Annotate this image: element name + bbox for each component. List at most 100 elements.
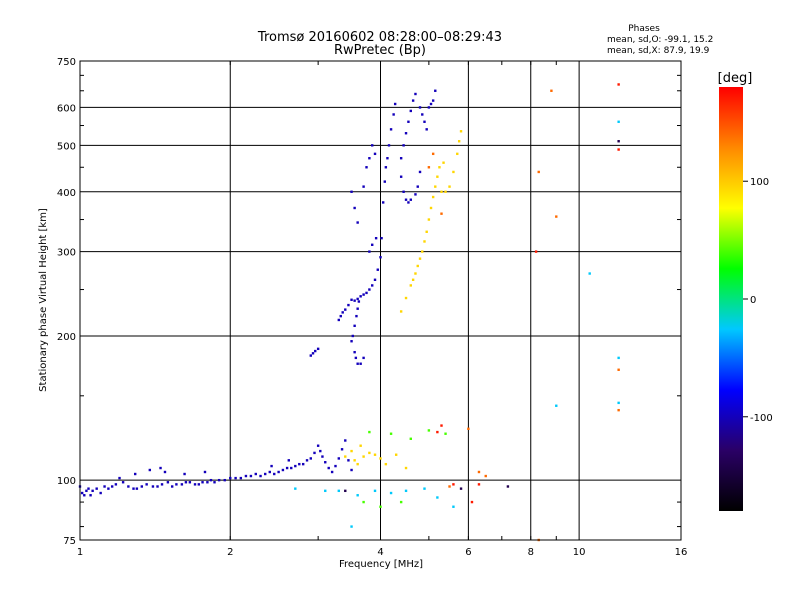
data-point (356, 221, 359, 224)
data-point (379, 457, 382, 460)
phase-stats-o-mode: mean, sd,O: -99.1, 15.2 (607, 35, 713, 45)
data-point (436, 430, 439, 434)
x-tick-label: 1 (77, 547, 83, 558)
data-point (95, 487, 98, 490)
data-point (163, 470, 167, 474)
data-point (431, 99, 435, 102)
colorbar-tick-label: 100 (750, 177, 769, 188)
data-point (148, 468, 152, 472)
data-point (399, 500, 403, 504)
data-point (380, 236, 383, 240)
data-series (436, 83, 620, 504)
data-point (477, 470, 481, 474)
data-point (436, 496, 439, 499)
chart-header: Tromsø 20160602 08:28:00–08:29:43 RwPret… (257, 30, 502, 58)
data-point (376, 268, 379, 271)
data-point (213, 481, 216, 484)
y-tick-label: 500 (57, 141, 76, 152)
data-point (452, 505, 455, 508)
x-tick-label: 2 (227, 547, 233, 558)
data-point (166, 481, 170, 484)
data-point (436, 175, 439, 178)
data-point (281, 468, 285, 472)
data-point (350, 525, 353, 528)
data-point (373, 453, 377, 456)
data-point (371, 284, 374, 287)
chart-subtitle: RwPretec (Bp) (334, 43, 426, 58)
data-point (459, 130, 463, 133)
data-point (617, 148, 620, 151)
data-point (393, 102, 397, 106)
data-point (386, 157, 389, 160)
data-point (206, 481, 209, 484)
colorbar-tick-label: 0 (750, 295, 756, 306)
data-point (414, 92, 417, 96)
data-point (273, 472, 276, 476)
data-point (448, 185, 451, 188)
data-point (357, 300, 361, 303)
data-point (365, 291, 368, 295)
data-point (452, 483, 455, 486)
data-point (350, 340, 353, 343)
data-point (379, 256, 382, 259)
data-point (448, 485, 451, 488)
data-point (344, 455, 347, 458)
y-tick-label: 200 (57, 332, 76, 343)
data-point (373, 152, 377, 156)
data-point (87, 487, 90, 490)
data-point (431, 152, 435, 156)
data-point (145, 483, 148, 486)
data-point (617, 83, 620, 86)
y-tick-label: 100 (57, 476, 76, 487)
data-point (359, 444, 362, 447)
data-point (234, 476, 237, 480)
data-point (384, 166, 388, 169)
data-point (427, 166, 431, 169)
data-point (298, 462, 301, 466)
data-series (362, 429, 447, 508)
colorbar-tick-label: -100 (750, 413, 773, 424)
colorbar-ticks: 100 0 -100 (743, 177, 773, 424)
data-series (344, 140, 620, 493)
data-point (467, 427, 470, 431)
y-tick-label: 300 (57, 248, 76, 259)
data-point (368, 451, 371, 455)
data-point (411, 99, 415, 102)
data-point (244, 474, 248, 478)
data-point (121, 481, 125, 484)
data-point (452, 170, 455, 174)
y-tick-label: 750 (57, 57, 76, 68)
data-point (287, 459, 290, 462)
data-point (384, 462, 388, 466)
data-series (427, 89, 620, 542)
x-tick-label: 10 (573, 547, 586, 558)
data-point (80, 491, 84, 495)
data-point (91, 489, 94, 493)
data-point (156, 485, 159, 488)
data-point (127, 485, 130, 488)
data-point (321, 455, 324, 458)
data-point (425, 230, 428, 233)
y-axis-label: Stationary phase Virtual Height [km] (38, 208, 49, 392)
data-point (344, 489, 347, 493)
data-point (617, 140, 620, 143)
data-point (337, 318, 341, 322)
data-point (294, 464, 297, 468)
data-point (259, 474, 262, 478)
data-point (356, 362, 359, 365)
data-point (368, 288, 371, 291)
y-tick-label: 600 (57, 103, 76, 114)
data-point (350, 449, 353, 453)
data-point (188, 481, 192, 484)
data-point (324, 489, 327, 493)
data-series (344, 130, 463, 470)
colorbar: [deg] 100 0 -100 (718, 71, 773, 511)
data-point (170, 485, 174, 488)
data-point (399, 175, 403, 178)
data-point (175, 483, 178, 486)
data-point (404, 132, 408, 135)
data-point (135, 487, 139, 490)
data-point (423, 240, 426, 243)
data-point (373, 489, 377, 493)
